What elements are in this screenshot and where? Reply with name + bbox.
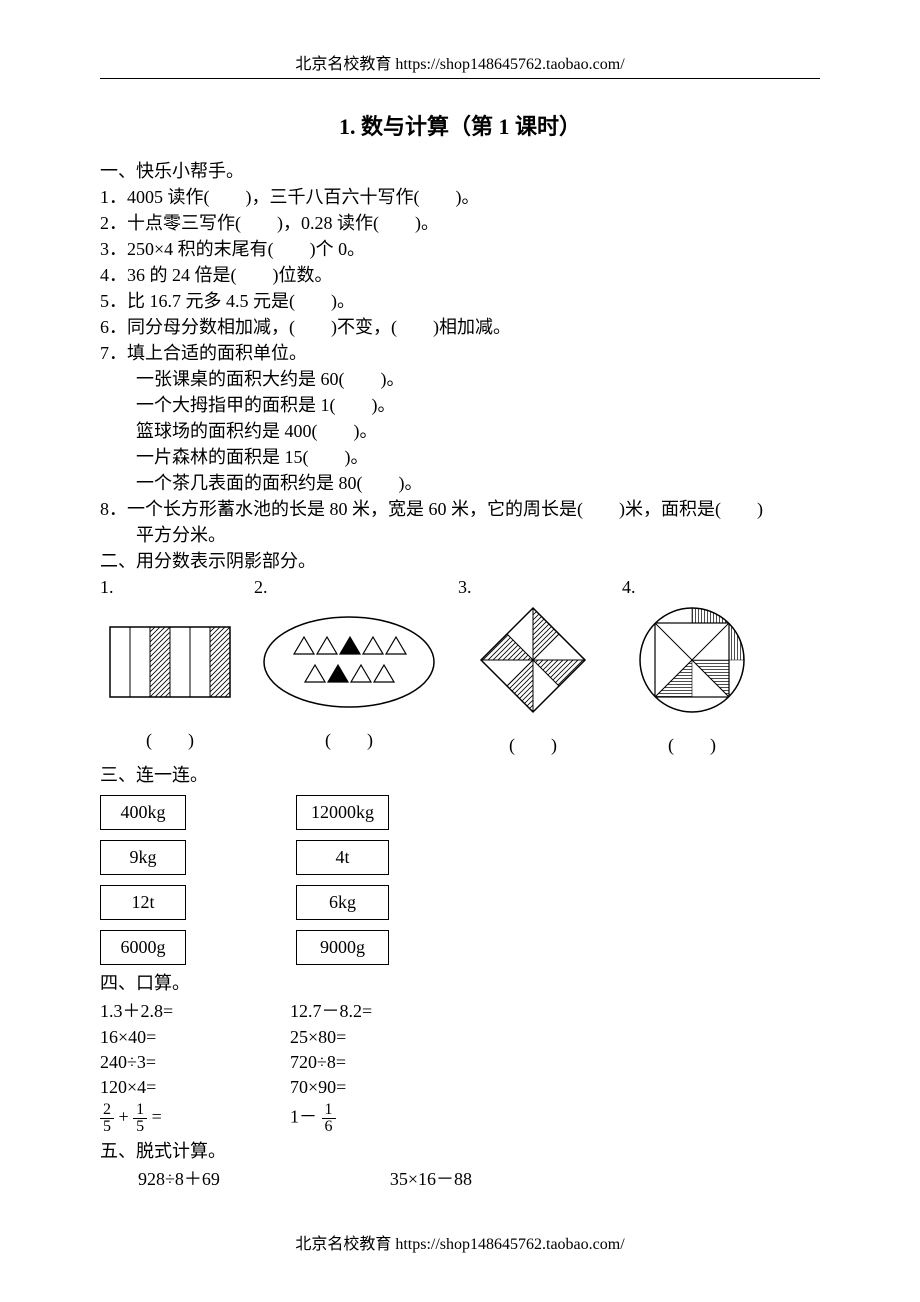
expr-row: 928÷8＋69 35×16－88 [100, 1165, 820, 1191]
fig-3-blank: ( ) [509, 731, 557, 757]
fig-1-blank: ( ) [146, 726, 194, 752]
calc-frac-left: 25 + 15 = [100, 1102, 290, 1135]
box-c2-2: 6kg [296, 885, 389, 920]
match-col-2: 12000kg 4t 6kg 9000g [296, 795, 389, 965]
box-c2-1: 4t [296, 840, 389, 875]
section-4-head: 四、口算。 [100, 971, 820, 995]
expr-a: 928÷8＋69 [138, 1165, 220, 1191]
expr-b: 35×16－88 [390, 1165, 472, 1191]
header-rule [100, 78, 820, 79]
calc-r0c0: 1.3＋2.8= [100, 997, 290, 1023]
q8a: 8．一个长方形蓄水池的长是 80 米，宽是 60 米，它的周长是( )米，面积是… [100, 497, 820, 521]
q8b: 平方分米。 [100, 523, 820, 547]
fig-3-svg [458, 602, 608, 717]
calc-r1c0: 16×40= [100, 1027, 290, 1048]
q7a: 一张课桌的面积大约是 60( )。 [100, 367, 820, 391]
section-1-head: 一、快乐小帮手。 [100, 159, 820, 183]
calc-r3c1: 70×90= [290, 1077, 490, 1098]
fig-2-label: 2. [254, 577, 268, 598]
box-c1-3: 6000g [100, 930, 186, 965]
figures-row: 1. ( ) 2. [100, 577, 820, 757]
q7b: 一个大拇指甲的面积是 1( )。 [100, 393, 820, 417]
box-c1-1: 9kg [100, 840, 186, 875]
q7c: 篮球场的面积约是 400( )。 [100, 419, 820, 443]
section-3-head: 三、连一连。 [100, 763, 820, 787]
fig-4: 4. [622, 577, 762, 757]
fig-1: 1. ( ) [100, 577, 240, 752]
calc-r2c0: 240÷3= [100, 1052, 290, 1073]
fig-4-label: 4. [622, 577, 636, 598]
calc-r2c1: 720÷8= [290, 1052, 490, 1073]
fig-3: 3. ( ) [458, 577, 608, 757]
fig-3-label: 3. [458, 577, 472, 598]
fig-2: 2. ( ) [254, 577, 444, 752]
q1: 1．4005 读作( )，三千八百六十写作( )。 [100, 185, 820, 209]
calc-r1c1: 25×80= [290, 1027, 490, 1048]
mental-calc-grid: 1.3＋2.8= 12.7－8.2= 16×40= 25×80= 240÷3= … [100, 997, 820, 1135]
q7e: 一个茶几表面的面积约是 80( )。 [100, 471, 820, 495]
q4: 4．36 的 24 倍是( )位数。 [100, 263, 820, 287]
box-c1-2: 12t [100, 885, 186, 920]
q6: 6．同分母分数相加减，( )不变，( )相加减。 [100, 315, 820, 339]
q2: 2．十点零三写作( )，0.28 读作( )。 [100, 211, 820, 235]
section-2-head: 二、用分数表示阴影部分。 [100, 549, 820, 573]
box-c2-3: 9000g [296, 930, 389, 965]
q3: 3．250×4 积的末尾有( )个 0。 [100, 237, 820, 261]
calc-r0c1: 12.7－8.2= [290, 997, 490, 1023]
fig-1-label: 1. [100, 577, 114, 598]
match-boxes: 400kg 9kg 12t 6000g 12000kg 4t 6kg 9000g [100, 795, 820, 965]
page-title: 1. 数与计算（第 1 课时） [100, 109, 820, 141]
q7: 7．填上合适的面积单位。 [100, 341, 820, 365]
calc-frac-right: 1－ 16 [290, 1102, 490, 1135]
fig-2-svg [254, 602, 444, 712]
q5: 5．比 16.7 元多 4.5 元是( )。 [100, 289, 820, 313]
box-c1-0: 400kg [100, 795, 186, 830]
calc-r3c0: 120×4= [100, 1077, 290, 1098]
fig-2-blank: ( ) [325, 726, 373, 752]
header-link: 北京名校教育 https://shop148645762.taobao.com/ [100, 50, 820, 74]
fig-1-svg [100, 602, 240, 712]
footer-link: 北京名校教育 https://shop148645762.taobao.com/ [0, 1230, 920, 1254]
box-c2-0: 12000kg [296, 795, 389, 830]
fig-4-svg [622, 602, 762, 717]
fig-4-blank: ( ) [668, 731, 716, 757]
q7d: 一片森林的面积是 15( )。 [100, 445, 820, 469]
match-col-1: 400kg 9kg 12t 6000g [100, 795, 186, 965]
section-5-head: 五、脱式计算。 [100, 1139, 820, 1163]
